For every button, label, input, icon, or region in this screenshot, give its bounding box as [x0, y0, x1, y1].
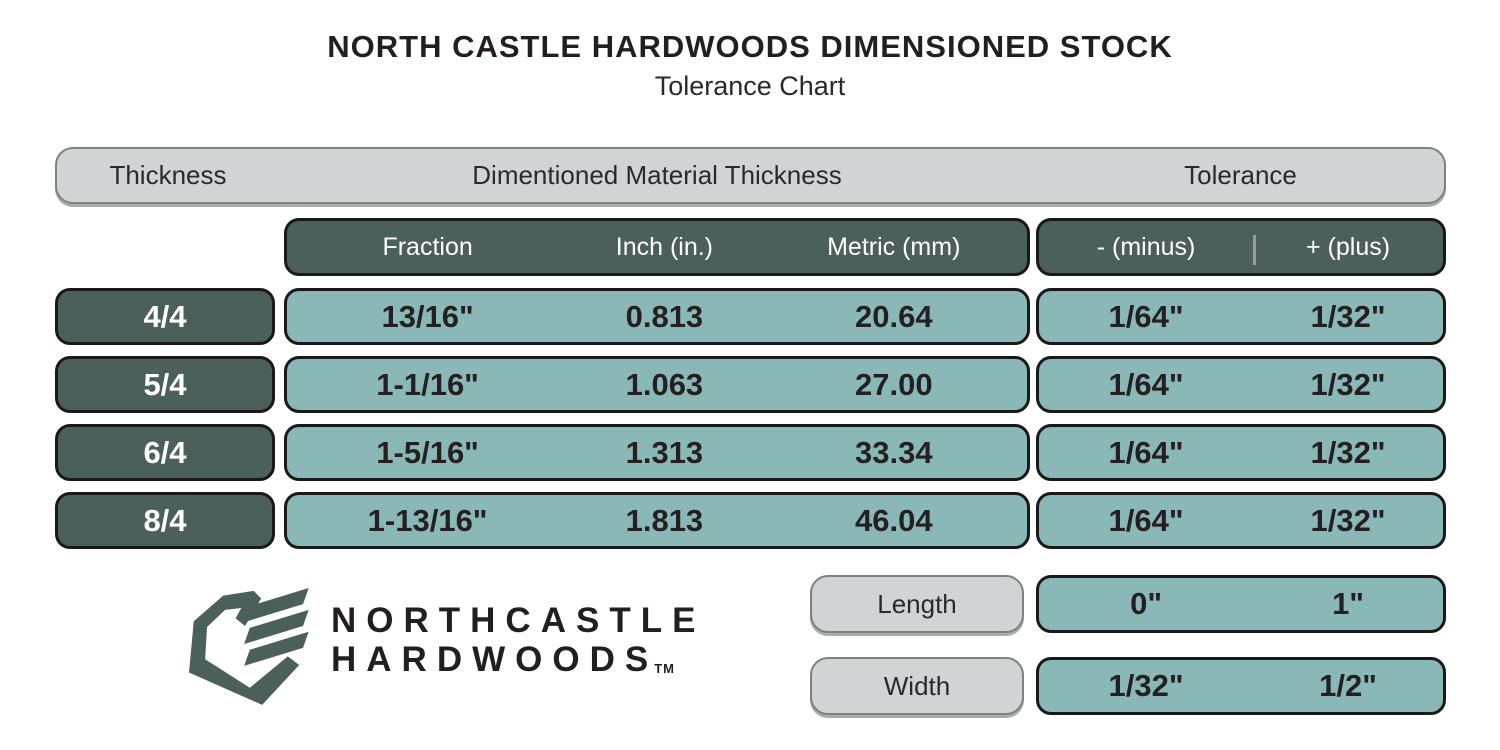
table-header-row: Thickness Dimentioned Material Thickness… [55, 147, 1446, 204]
logo-wordmark: NORTHCASTLE HARDWOODSTM [331, 601, 705, 688]
cell-fraction: 1-1/16" [376, 366, 479, 402]
header-thickness: Thickness [109, 160, 227, 190]
subheader-tolerance-grid: - (minus) + (plus) [1039, 233, 1443, 262]
logo-line1: NORTHCASTLE [331, 601, 706, 640]
tolerance-divider [1253, 235, 1257, 265]
cell-metric: 27.00 [854, 366, 933, 402]
subheader-metric: Metric (mm) [827, 232, 961, 261]
length-label: Length [877, 588, 957, 619]
table-row-material: 1-1/16" 1.063 27.00 [284, 356, 1030, 413]
table-header-grid: Thickness Dimentioned Material Thickness… [57, 160, 1444, 191]
cell-plus: 1/32" [1310, 298, 1386, 334]
width-plus: 1/2" [1319, 668, 1377, 703]
subheader-plus: + (plus) [1306, 232, 1391, 261]
table-row-tolerance: 1/64" 1/32" [1036, 288, 1446, 345]
width-label: Width [883, 670, 951, 701]
cell-thickness: 6/4 [143, 434, 187, 470]
subheader-minus: - (minus) [1096, 232, 1196, 261]
length-minus: 0" [1130, 586, 1163, 621]
width-tolerance-pill: 1/32" 1/2" [1036, 657, 1446, 715]
page-title: NORTH CASTLE HARDWOODS DIMENSIONED STOCK [327, 29, 1173, 64]
cell-inch: 1.313 [625, 434, 704, 470]
table-row-thickness: 5/4 [55, 356, 275, 413]
header-material: Dimentioned Material Thickness [472, 160, 842, 190]
cell-thickness: 5/4 [143, 366, 187, 402]
header-tolerance: Tolerance [1184, 160, 1297, 190]
cell-minus: 1/64" [1108, 434, 1184, 470]
width-minus: 1/32" [1108, 668, 1184, 703]
length-tolerance-pill: 0" 1" [1036, 575, 1446, 633]
cell-metric: 46.04 [854, 502, 933, 538]
cell-thickness: 4/4 [143, 298, 187, 334]
cell-plus: 1/32" [1310, 366, 1386, 402]
length-plus: 1" [1332, 586, 1365, 621]
cell-minus: 1/64" [1108, 502, 1184, 538]
cell-plus: 1/32" [1310, 502, 1386, 538]
subheader-fraction: Fraction [382, 232, 473, 261]
cell-metric: 33.34 [854, 434, 933, 470]
cell-metric: 20.64 [854, 298, 933, 334]
cell-inch: 0.813 [625, 298, 704, 334]
width-label-pill: Width [810, 657, 1024, 715]
subheader-tolerance-pill: - (minus) + (plus) [1036, 218, 1446, 276]
cell-plus: 1/32" [1310, 434, 1386, 470]
subheader-material-pill: Fraction Inch (in.) Metric (mm) [284, 218, 1030, 276]
logo-line2: HARDWOODSTM [331, 640, 675, 679]
trademark-symbol: TM [654, 661, 675, 676]
table-row-material: 1-5/16" 1.313 33.34 [284, 424, 1030, 481]
subheader-material-grid: Fraction Inch (in.) Metric (mm) [287, 233, 1027, 262]
table-row-tolerance: 1/64" 1/32" [1036, 424, 1446, 481]
table-row-material: 1-13/16" 1.813 46.04 [284, 492, 1030, 549]
table-row-tolerance: 1/64" 1/32" [1036, 356, 1446, 413]
cell-minus: 1/64" [1108, 366, 1184, 402]
cell-inch: 1.813 [625, 502, 704, 538]
subheader-inch: Inch (in.) [615, 232, 714, 261]
table-row-thickness: 8/4 [55, 492, 275, 549]
cell-fraction: 13/16" [381, 298, 474, 334]
northcastle-shield-icon [170, 583, 322, 726]
cell-thickness: 8/4 [143, 502, 187, 538]
table-row-tolerance: 1/64" 1/32" [1036, 492, 1446, 549]
table-row-thickness: 6/4 [55, 424, 275, 481]
cell-fraction: 1-5/16" [376, 434, 479, 470]
length-label-pill: Length [810, 575, 1024, 633]
cell-minus: 1/64" [1108, 298, 1184, 334]
cell-fraction: 1-13/16" [367, 502, 488, 538]
cell-inch: 1.063 [625, 366, 704, 402]
page-subtitle: Tolerance Chart [654, 71, 846, 101]
table-row-thickness: 4/4 [55, 288, 275, 345]
table-row-material: 13/16" 0.813 20.64 [284, 288, 1030, 345]
